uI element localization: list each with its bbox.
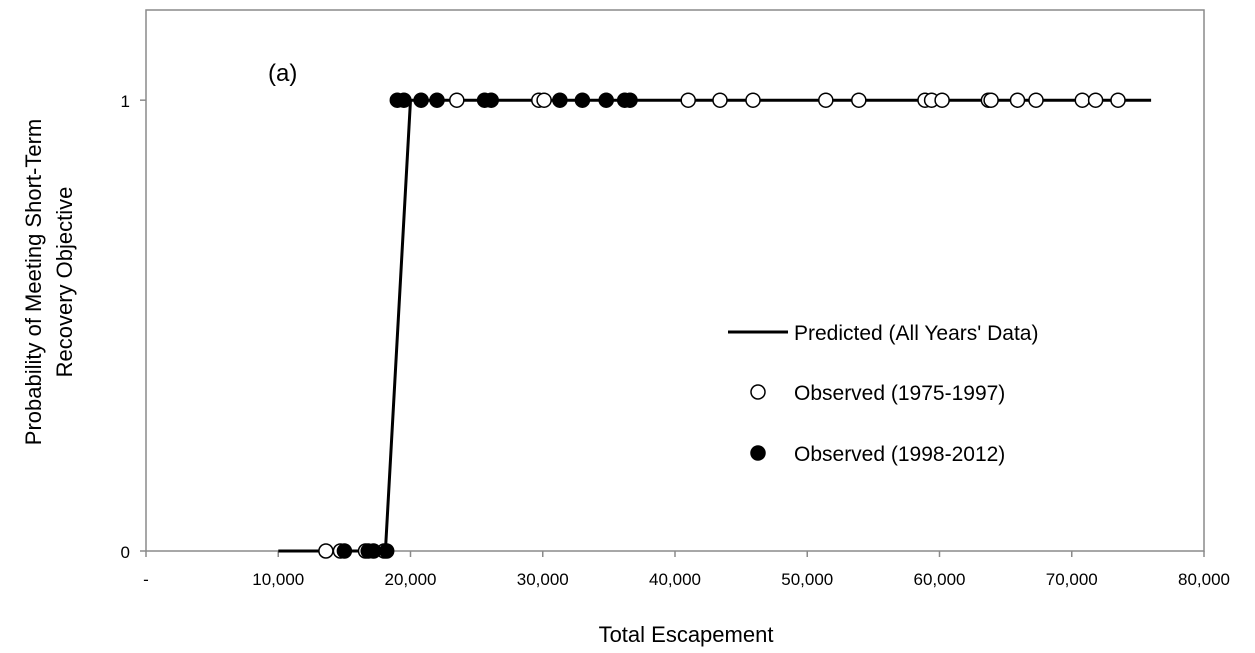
observed-1998-2012-point (336, 543, 353, 559)
observed-1998-2012-point (396, 92, 412, 108)
observed-1975-1997-point (983, 92, 999, 108)
observed-1975-1997-point (318, 543, 334, 559)
legend-label-observed-1998-2012: Observed (1998-2012) (794, 443, 1005, 466)
panel-label: (a) (268, 60, 297, 87)
observed-1975-1997-point (1028, 92, 1044, 108)
x-tick-label: 50,000 (781, 570, 833, 589)
observed-1975-1997-point (818, 92, 834, 108)
legend-item-observed-1998-2012: Observed (1998-2012) (750, 443, 1005, 466)
plot-area-border (145, 9, 1205, 552)
observed-1998-2012-point (429, 92, 445, 108)
y-axis-title-line1: Probability of Meeting Short-Term (21, 119, 46, 445)
x-tick-label: 70,000 (1046, 570, 1098, 589)
observed-1975-1997-point (934, 92, 950, 108)
x-tick-label: 20,000 (385, 570, 437, 589)
observed-1998-2012-point (622, 92, 638, 108)
observed-1975-1997-point (536, 92, 552, 108)
observed-1975-1997-point (1087, 92, 1104, 108)
observed-1975-1997-point (680, 92, 696, 108)
x-tick-label: 60,000 (914, 570, 966, 589)
legend-label-predicted: Predicted (All Years' Data) (794, 322, 1038, 345)
observed-1975-1997-point (1074, 92, 1091, 108)
observed-1975-1997-point (449, 92, 465, 108)
observed-1998-2012-point (574, 92, 591, 108)
y-axis-title-line2: Recovery Objective (52, 187, 77, 378)
y-axis: 01 (121, 92, 146, 562)
observed-1975-1997-point (745, 92, 761, 108)
x-tick-label: 40,000 (649, 570, 701, 589)
series-layer (278, 92, 1152, 559)
observed-1998-2012-point (378, 543, 395, 559)
legend: Predicted (All Years' Data) Observed (19… (728, 322, 1038, 466)
y-tick-label: 1 (121, 92, 130, 111)
observed-1975-1997-point (851, 92, 867, 108)
x-tick-label: - (143, 570, 149, 589)
observed-1998-2012-point (552, 92, 568, 108)
observed-1975-1997-point (712, 92, 728, 108)
x-axis-title: Total Escapement (599, 622, 774, 647)
y-tick-label: 0 (121, 543, 130, 562)
observed-1998-2012-point (365, 543, 382, 559)
x-tick-label: 80,000 (1178, 570, 1230, 589)
observed-1975-1997-point (1009, 92, 1026, 108)
legend-open-circle-symbol (750, 384, 766, 400)
legend-item-predicted: Predicted (All Years' Data) (728, 322, 1038, 345)
observed-1998-2012-point (598, 92, 614, 108)
observed-1975-1997-point (1110, 92, 1126, 108)
x-axis: - 10,000 20,000 30,000 40,000 50,000 60,000 70,… (143, 551, 1230, 589)
legend-filled-circle-symbol (750, 445, 766, 461)
x-tick-label: 30,000 (517, 570, 569, 589)
legend-label-observed-1975-1997: Observed (1975-1997) (794, 382, 1005, 405)
observed-1998-2012-point (483, 92, 499, 108)
legend-item-observed-1975-1997: Observed (1975-1997) (750, 382, 1005, 405)
observed-1998-2012-point (413, 92, 429, 108)
x-tick-label: 10,000 (252, 570, 304, 589)
